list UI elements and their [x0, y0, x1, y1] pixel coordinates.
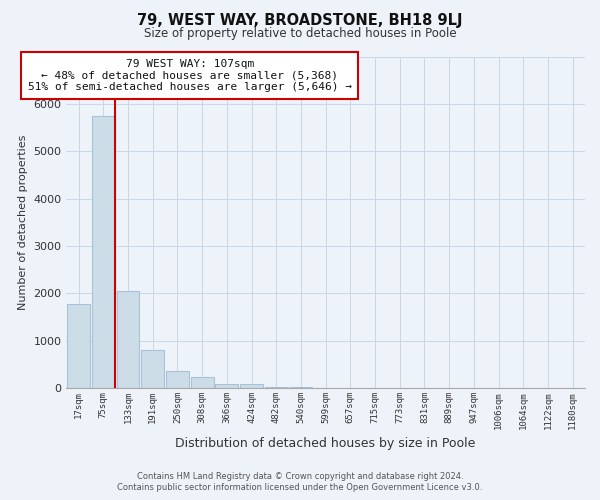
X-axis label: Distribution of detached houses by size in Poole: Distribution of detached houses by size …: [175, 437, 476, 450]
Text: Size of property relative to detached houses in Poole: Size of property relative to detached ho…: [143, 28, 457, 40]
Text: 79, WEST WAY, BROADSTONE, BH18 9LJ: 79, WEST WAY, BROADSTONE, BH18 9LJ: [137, 12, 463, 28]
Text: Contains HM Land Registry data © Crown copyright and database right 2024.
Contai: Contains HM Land Registry data © Crown c…: [118, 472, 482, 492]
Text: 79 WEST WAY: 107sqm
← 48% of detached houses are smaller (5,368)
51% of semi-det: 79 WEST WAY: 107sqm ← 48% of detached ho…: [28, 59, 352, 92]
Bar: [191, 378, 214, 388]
Bar: [142, 350, 164, 389]
Bar: [67, 304, 90, 388]
Bar: [116, 290, 139, 388]
Bar: [166, 371, 189, 388]
Bar: [240, 384, 263, 388]
Bar: [92, 116, 115, 388]
Bar: [265, 387, 287, 388]
Bar: [215, 384, 238, 388]
Y-axis label: Number of detached properties: Number of detached properties: [18, 134, 28, 310]
